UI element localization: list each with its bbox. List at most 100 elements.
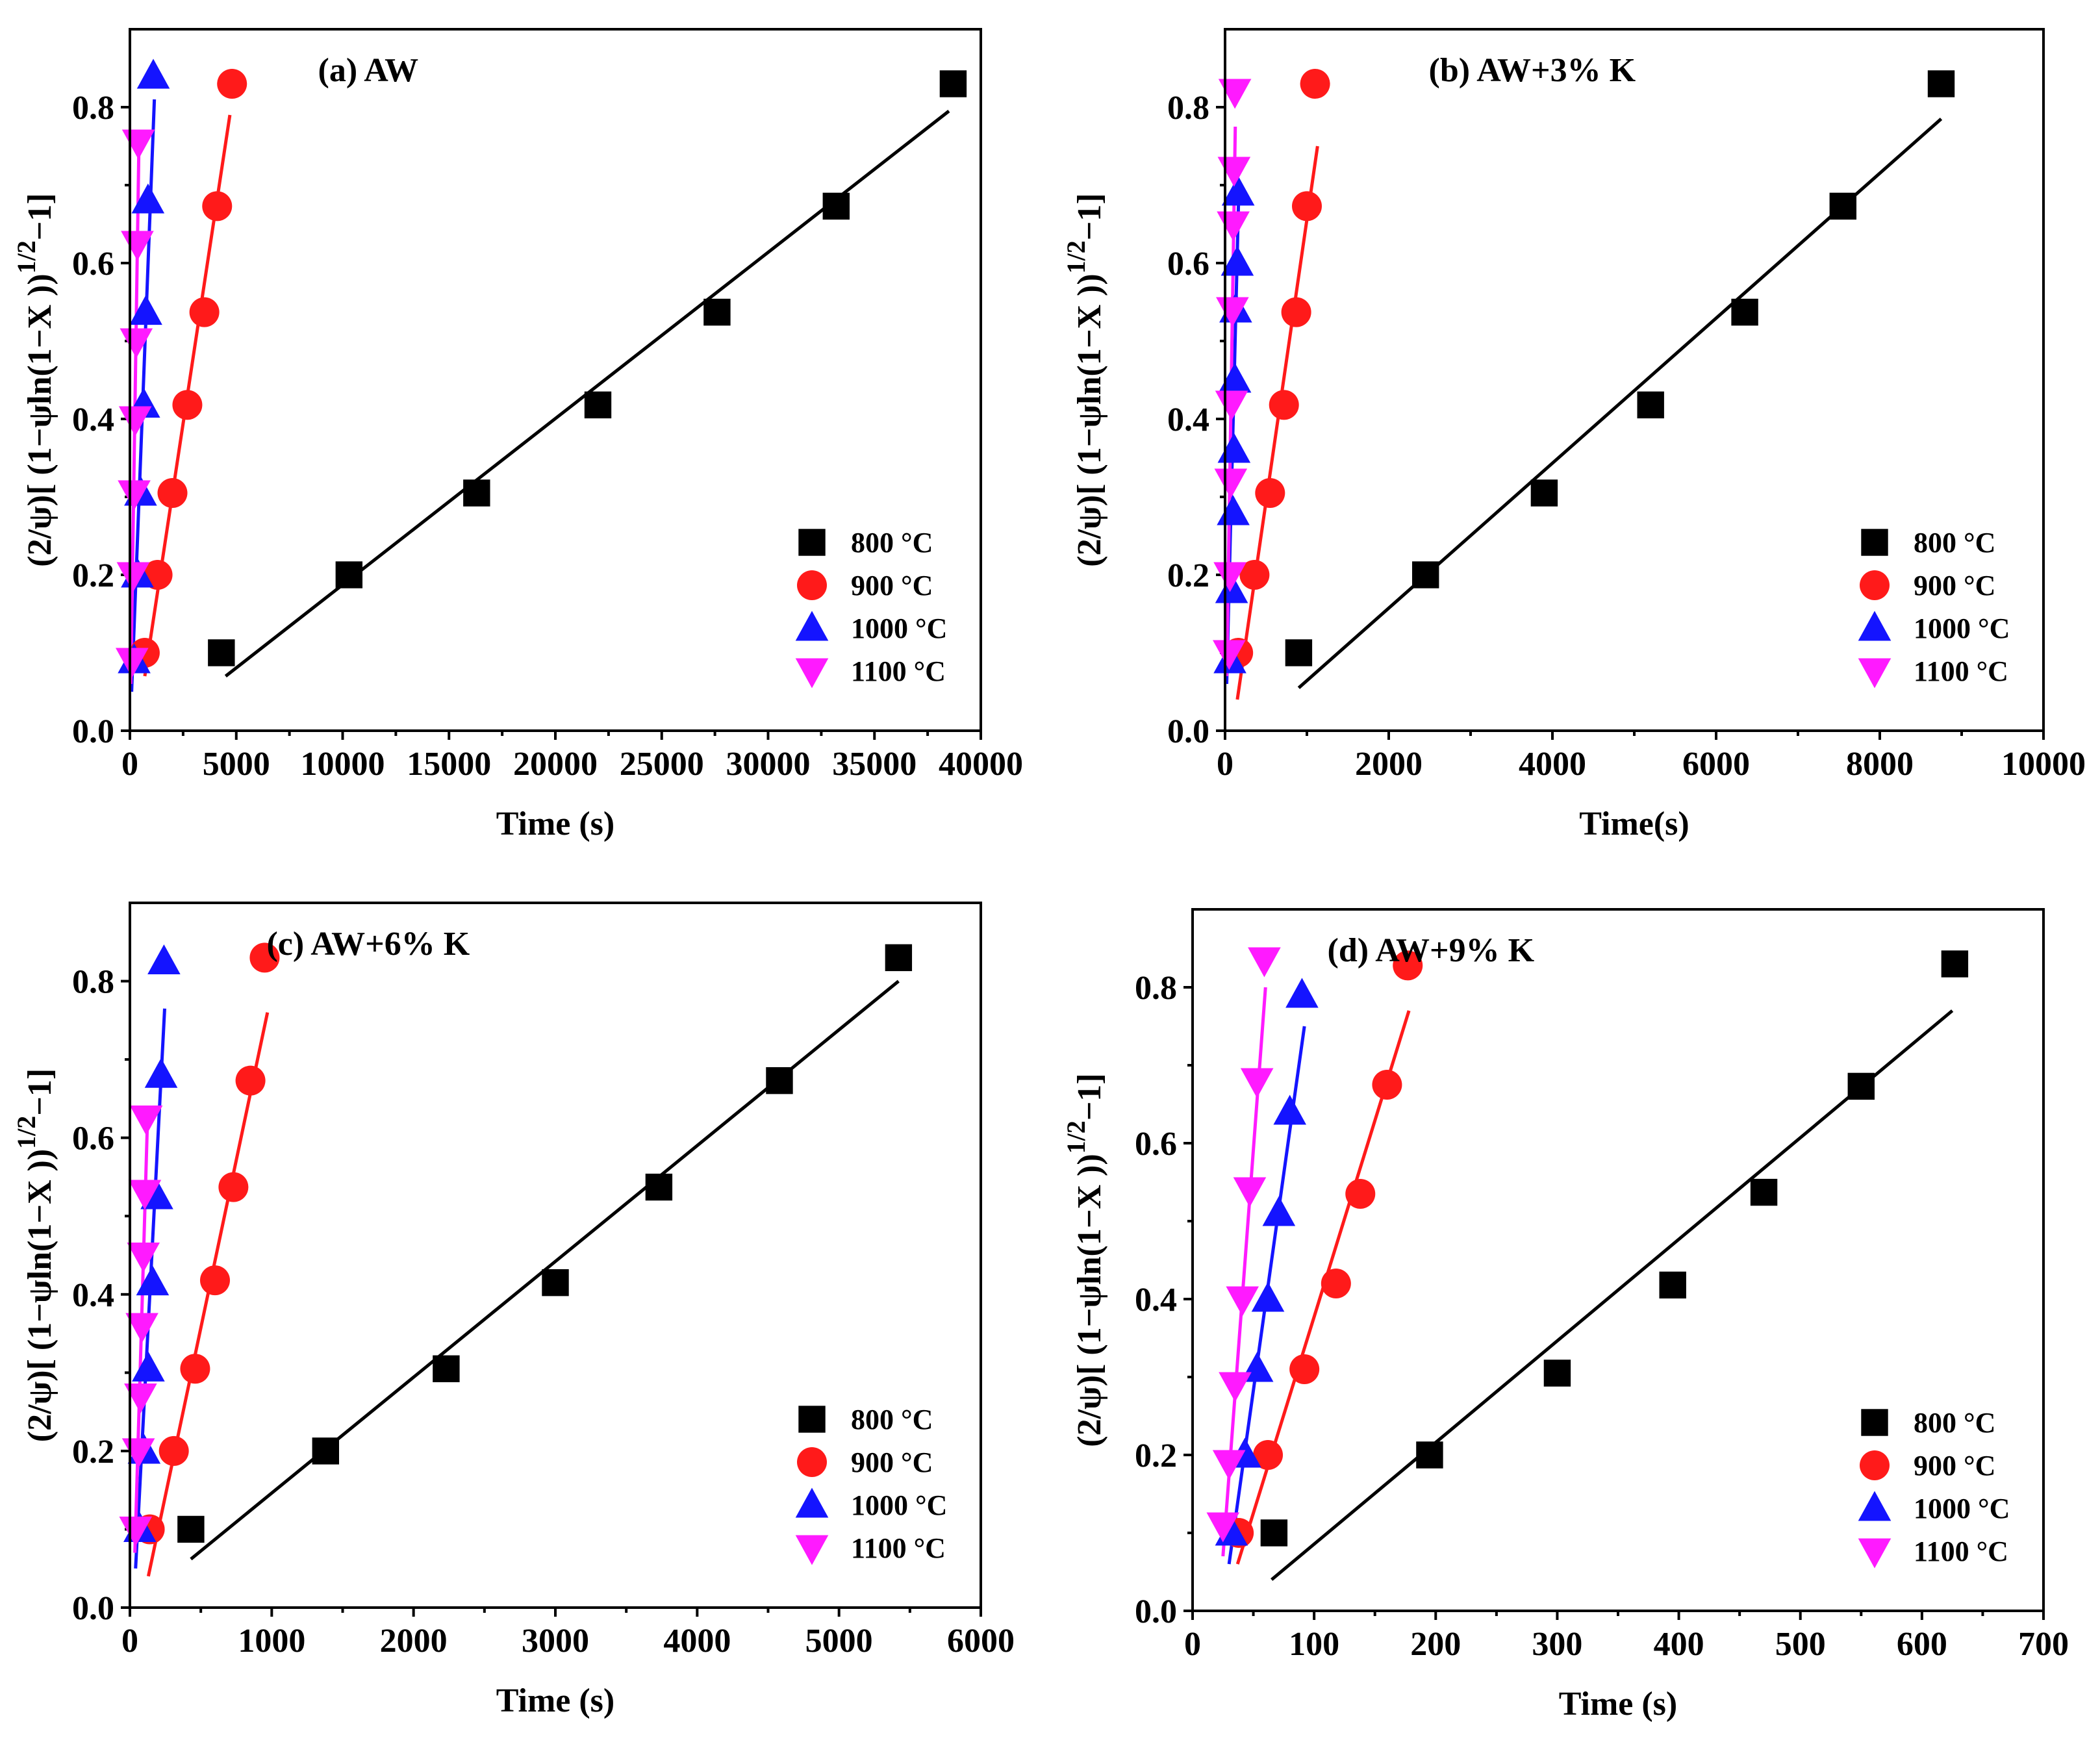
y-tick-label: 0.6 <box>72 246 114 283</box>
data-point-800 <box>1941 950 1969 978</box>
y-tick-label: 0.8 <box>72 964 114 1001</box>
x-tick-label: 4000 <box>1519 746 1586 783</box>
y-tick-label: 0.4 <box>72 401 114 438</box>
data-point-800 <box>703 298 731 326</box>
legend-label: 800 °C <box>851 527 933 559</box>
y-tick-label: 0.4 <box>1135 1282 1177 1319</box>
data-point-900 <box>1345 1179 1376 1209</box>
y-tick-label: 0.4 <box>72 1277 114 1314</box>
legend-label: 1000 °C <box>1914 1493 2010 1524</box>
data-point-800 <box>584 391 612 419</box>
data-point-1000 <box>131 183 165 214</box>
data-point-900 <box>1321 1269 1351 1298</box>
x-axis-label: Time(s) <box>1579 805 1689 842</box>
y-tick-label: 0.2 <box>72 1434 114 1471</box>
x-tick-label: 0 <box>121 746 138 783</box>
plot-frame <box>129 28 982 732</box>
y-tick-label: 0.2 <box>1167 557 1209 594</box>
data-point-1000 <box>147 944 181 974</box>
chart-title: (b) AW+3% K <box>1429 52 1636 89</box>
x-tick-label: 0 <box>1184 1626 1201 1663</box>
data-point-900 <box>249 942 280 973</box>
y-tick-label: 0.2 <box>1135 1437 1177 1474</box>
legend-marker-1100 <box>1858 1538 1891 1569</box>
data-point-1000 <box>1273 1094 1307 1125</box>
y-axis-label: (2/ψ)[ (1−ψln(1−X ))1/2−1] <box>12 1068 58 1442</box>
data-point-900 <box>1255 478 1285 508</box>
legend-marker-1100 <box>795 658 829 689</box>
plot-frame <box>1224 28 2045 732</box>
data-point-1100 <box>115 648 149 678</box>
legend: 800 °C 900 °C 1000 °C 1100 °C <box>795 527 947 689</box>
data-point-1000 <box>132 1351 165 1382</box>
data-point-800 <box>645 1173 673 1201</box>
data-point-800 <box>312 1437 339 1465</box>
legend-marker-1100 <box>795 1535 829 1565</box>
legend-label: 800 °C <box>851 1404 933 1435</box>
data-point-800 <box>1530 479 1558 507</box>
y-axis-label: (2/ψ)[ (1−ψln(1−X ))1/2−1] <box>1061 1073 1108 1447</box>
legend-label: 900 °C <box>851 570 933 601</box>
x-tick-label: 1000 <box>238 1623 305 1660</box>
data-point-1100 <box>1215 390 1248 421</box>
data-point-800 <box>542 1269 569 1296</box>
fit-line-800 <box>1271 1009 1954 1581</box>
x-tick-label: 200 <box>1410 1626 1461 1663</box>
data-point-900 <box>189 297 220 327</box>
legend-label: 900 °C <box>851 1447 933 1478</box>
data-point-900 <box>157 478 188 508</box>
y-axis-label-tail: −1] <box>21 1068 58 1116</box>
data-point-1100 <box>1217 157 1251 187</box>
data-point-1000 <box>1217 433 1251 463</box>
y-axis-label: (2/ψ)[ (1−ψln(1−X ))1/2−1] <box>1061 193 1108 566</box>
x-tick-label: 6000 <box>1682 746 1750 783</box>
x-axis-label: Time (s) <box>1559 1686 1677 1723</box>
data-point-900 <box>202 191 233 221</box>
data-point-1100 <box>1206 1512 1240 1543</box>
y-axis-label-main: (2/ψ)[ (1−ψln(1−X )) <box>21 1149 58 1442</box>
data-point-900 <box>1300 69 1330 99</box>
x-axis-label: Time (s) <box>496 1682 614 1719</box>
x-tick-label: 500 <box>1775 1626 1826 1663</box>
data-point-800 <box>1285 639 1313 666</box>
legend-marker-800 <box>798 1406 826 1433</box>
data-point-800 <box>335 561 363 588</box>
data-point-1100 <box>119 1516 153 1547</box>
data-point-1100 <box>1212 1450 1246 1480</box>
y-axis-label-main: (2/ψ)[ (1−ψln(1−X )) <box>1071 1154 1108 1447</box>
legend-marker-1100 <box>1858 658 1891 689</box>
data-point-1100 <box>1213 640 1246 670</box>
legend-marker-900 <box>1860 1450 1890 1480</box>
data-point-1100 <box>118 406 152 436</box>
y-axis-label-tail: −1] <box>21 193 58 240</box>
data-point-800 <box>208 639 235 666</box>
fit-line-900 <box>146 1012 270 1577</box>
data-point-800 <box>1659 1271 1686 1299</box>
plot-frame <box>1191 908 2045 1612</box>
data-point-1100 <box>1248 947 1281 978</box>
legend-marker-900 <box>797 570 827 600</box>
x-tick-label: 5000 <box>805 1623 873 1660</box>
x-tick-label: 15000 <box>407 746 491 783</box>
data-point-1000 <box>1262 1196 1296 1226</box>
x-axis-label: Time (s) <box>496 805 614 842</box>
x-tick-label: 0 <box>1217 746 1233 783</box>
legend-label: 1100 °C <box>851 1532 946 1564</box>
chart-svg: 0 2000 4000 6000 8000 10000 0.0 0.2 0.4 0.6 0.8 (b)… <box>1061 28 2086 842</box>
data-point-1000 <box>1217 495 1250 525</box>
y-axis-label-main: (2/ψ)[ (1−ψln(1−X )) <box>21 273 58 566</box>
data-point-1000 <box>136 1265 170 1296</box>
data-point-800 <box>177 1515 205 1543</box>
chart-title: (c) AW+6% K <box>266 926 470 963</box>
data-point-900 <box>235 1065 266 1096</box>
data-point-900 <box>1372 1070 1402 1100</box>
data-point-1100 <box>1213 562 1246 592</box>
y-tick-label: 0.8 <box>72 90 114 127</box>
data-point-1100 <box>1226 1286 1259 1317</box>
chart-panel-c: 0 1000 2000 3000 4000 5000 6000 0.0 0.2 0.4 0.6 0.8… <box>0 870 1050 1744</box>
data-point-900 <box>1292 191 1322 221</box>
x-tick-label: 30000 <box>726 746 811 783</box>
data-point-900 <box>217 69 247 99</box>
x-tick-label: 300 <box>1532 1626 1582 1663</box>
y-axis-label: (2/ψ)[ (1−ψln(1−X ))1/2−1] <box>12 193 58 566</box>
